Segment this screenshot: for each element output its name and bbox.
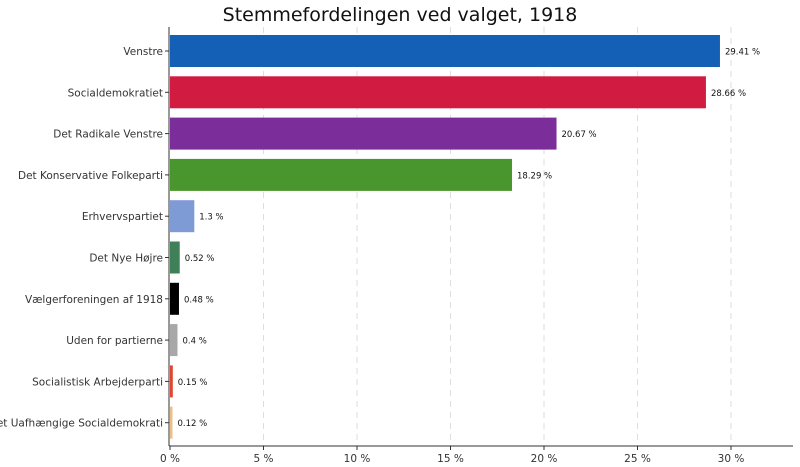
x-axis-ticks: 0 % 5 % 10 % 15 % 20 % 25 % 30 % [160, 446, 744, 465]
category-label: Socialdemokratiet [68, 87, 163, 99]
bar [170, 324, 178, 357]
value-labels: 29.41 % 28.66 % 20.67 % 18.29 % 1.3 % 0.52 % 0… [178, 48, 761, 430]
category-label: Uden for partierne [66, 335, 163, 347]
x-tick-label: 10 % [344, 453, 371, 465]
axes [168, 27, 793, 447]
value-label: 29.41 % [725, 48, 760, 58]
chart-title: Stemmefordelingen ved valget, 1918 [223, 4, 578, 26]
category-label: Erhvervspartiet [82, 211, 163, 223]
bar [170, 365, 173, 398]
x-tick-label: 20 % [531, 453, 558, 465]
bar [170, 406, 173, 439]
value-label: 0.12 % [178, 419, 208, 429]
bar [170, 35, 720, 67]
category-label: Venstre [123, 46, 163, 58]
x-tick-label: 5 % [254, 453, 274, 465]
bar [170, 158, 513, 191]
category-label: Det Uafhængige Socialdemokrati [0, 418, 163, 430]
bar [170, 117, 557, 150]
bar [170, 282, 179, 315]
value-label: 20.67 % [562, 130, 597, 140]
value-label: 18.29 % [517, 171, 552, 181]
bar [170, 76, 706, 109]
category-label: Socialistisk Arbejderparti [32, 376, 163, 388]
x-tick-label: 30 % [718, 453, 745, 465]
category-label: Det Konservative Folkeparti [18, 170, 163, 182]
category-labels: Venstre Socialdemokratiet Det Radikale Ven… [0, 46, 169, 430]
value-label: 0.15 % [178, 378, 208, 388]
bars [170, 35, 720, 439]
value-label: 0.4 % [182, 337, 206, 347]
category-label: Det Radikale Venstre [53, 129, 163, 141]
x-tick-label: 0 % [160, 453, 180, 465]
x-tick-label: 25 % [624, 453, 651, 465]
value-label: 28.66 % [711, 89, 746, 99]
category-label: Det Nye Højre [89, 253, 163, 265]
x-tick-label: 15 % [437, 453, 464, 465]
value-label: 1.3 % [199, 213, 223, 223]
bar [170, 200, 195, 233]
value-label: 0.52 % [185, 254, 215, 264]
value-label: 0.48 % [184, 295, 214, 305]
category-label: Vælgerforeningen af 1918 [25, 294, 163, 306]
bar [170, 241, 180, 274]
